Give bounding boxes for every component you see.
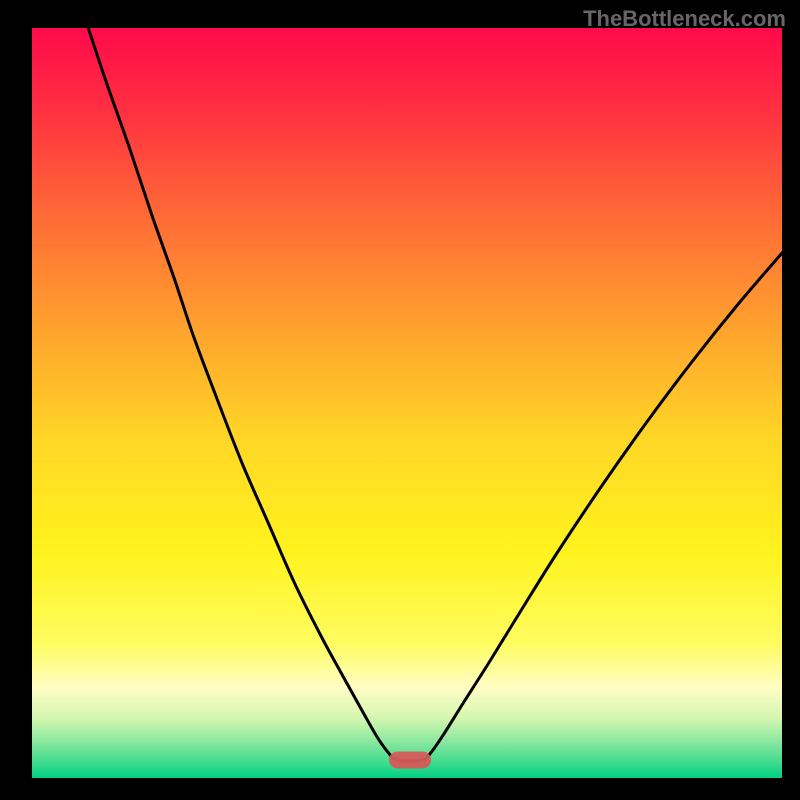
chart-container: TheBottleneck.com bbox=[0, 0, 800, 800]
marker-pill bbox=[389, 752, 431, 769]
plot-background bbox=[32, 28, 782, 778]
chart-svg bbox=[0, 0, 800, 800]
watermark-text: TheBottleneck.com bbox=[583, 6, 786, 32]
